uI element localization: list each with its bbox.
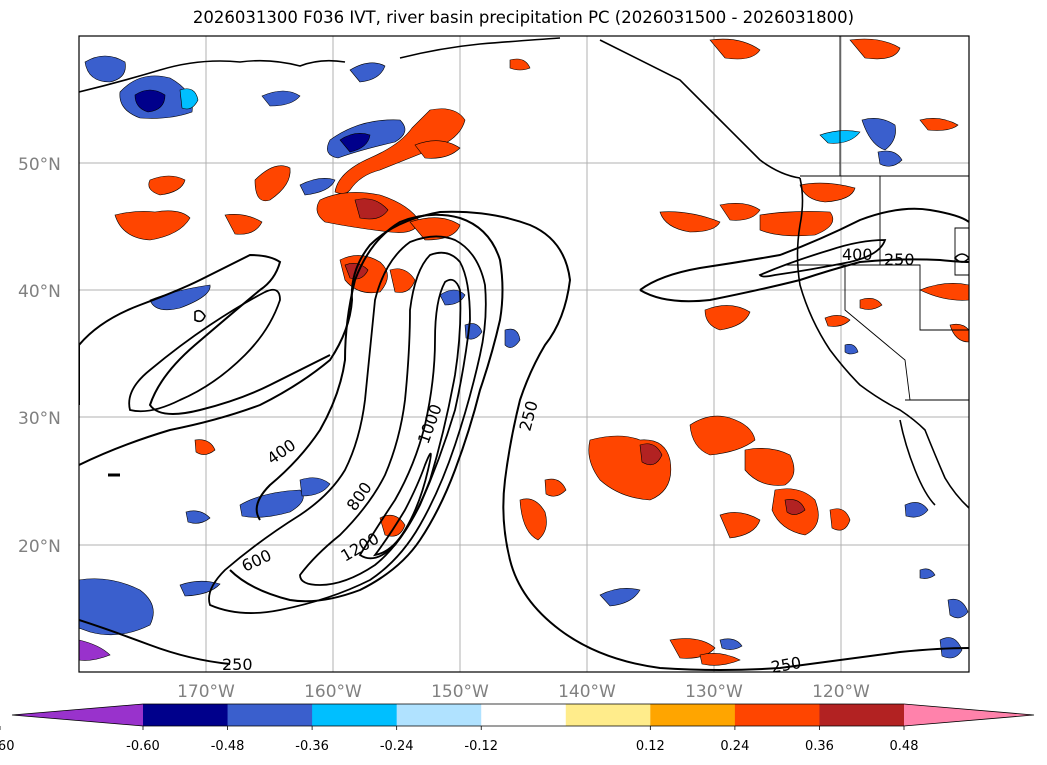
alaska-gulf-coast: [399, 37, 561, 59]
contour-250-main: [79, 210, 969, 671]
graticule: [79, 36, 969, 672]
lat-tick-label: 50°N: [18, 155, 61, 175]
contour-800: [299, 251, 471, 586]
colorbar-extend-low: [12, 704, 143, 726]
colorbar-segment: [565, 704, 651, 726]
contour-400-northeast: [758, 239, 887, 278]
lon-tick-label: 130°W: [685, 682, 743, 702]
lat-tick-label: 30°N: [18, 409, 61, 429]
contour-label: 250: [222, 655, 253, 674]
lat-tick-label: 40°N: [18, 282, 61, 302]
contour-label: 250: [884, 250, 915, 269]
baja-peninsula: [899, 419, 936, 506]
lon-tick-label: 170°W: [177, 682, 235, 702]
map-area[interactable]: [79, 36, 969, 672]
contour-1200: [372, 452, 432, 557]
lon-tick-label: 150°W: [431, 682, 489, 702]
positive-precip-blobs: [114, 38, 969, 666]
lon-tick-label: 140°W: [558, 682, 616, 702]
contour-250-northeast: [639, 207, 969, 303]
contour-250-southwest: [79, 619, 231, 665]
colorbar-segment: [734, 704, 820, 726]
coastlines: [79, 37, 969, 509]
bc-coast: [599, 39, 801, 179]
lon-axis: 170°W 160°W 150°W 140°W 130°W 120°W: [177, 682, 870, 702]
ivt-contours: [79, 207, 969, 671]
lat-axis: 50°N 40°N 30°N 20°N: [18, 155, 61, 557]
colorbar-segment: [481, 704, 567, 726]
colorbar-tick-label: 0.24: [720, 739, 749, 754]
contour-1000: [358, 278, 462, 560]
us-west-coast: [796, 177, 969, 509]
colorbar-tick-label: 0.60: [0, 739, 14, 754]
aleutian-coast: [79, 59, 346, 93]
colorbar-tick-label: -0.36: [295, 739, 329, 754]
contour-600-inner: [208, 235, 487, 614]
map-frame: [78, 35, 970, 673]
contour-250-west: [79, 253, 331, 415]
colorbar-segment: [143, 704, 229, 726]
colorbar-segment: [819, 704, 905, 726]
negative-precip-blobs: [79, 55, 969, 661]
lon-tick-label: 120°W: [812, 682, 870, 702]
contour-label: 400: [842, 245, 873, 264]
lat-tick-label: 20°N: [18, 537, 61, 557]
colorbar-segment: [650, 704, 736, 726]
colorbar-tick-label: -0.48: [211, 739, 245, 754]
colorbar-segment: [227, 704, 313, 726]
map-title: 2026031300 F036 IVT, river basin precipi…: [192, 8, 855, 27]
colorbar-tick-label: -0.60: [126, 739, 160, 754]
colorbar: -0.60 -0.48 -0.36 -0.24 -0.12 0.12 0.24 0.36 0.4…: [0, 703, 1035, 754]
contour-label: 250: [769, 653, 802, 677]
colorbar-tick-label: 0.36: [805, 739, 834, 754]
colorbar-tick-label: -0.12: [464, 739, 498, 754]
colorbar-tick-label: -0.24: [380, 739, 414, 754]
colorbar-tick-label: 0.48: [890, 739, 919, 754]
colorbar-segment: [396, 704, 482, 726]
colorbar-segment: [312, 704, 398, 726]
contour-400-west: [128, 288, 281, 413]
colorbar-extend-high: [904, 704, 1034, 726]
lon-tick-label: 160°W: [304, 682, 362, 702]
colorbar-tick-label: 0.12: [636, 739, 665, 754]
contour-400-600: [229, 213, 504, 603]
